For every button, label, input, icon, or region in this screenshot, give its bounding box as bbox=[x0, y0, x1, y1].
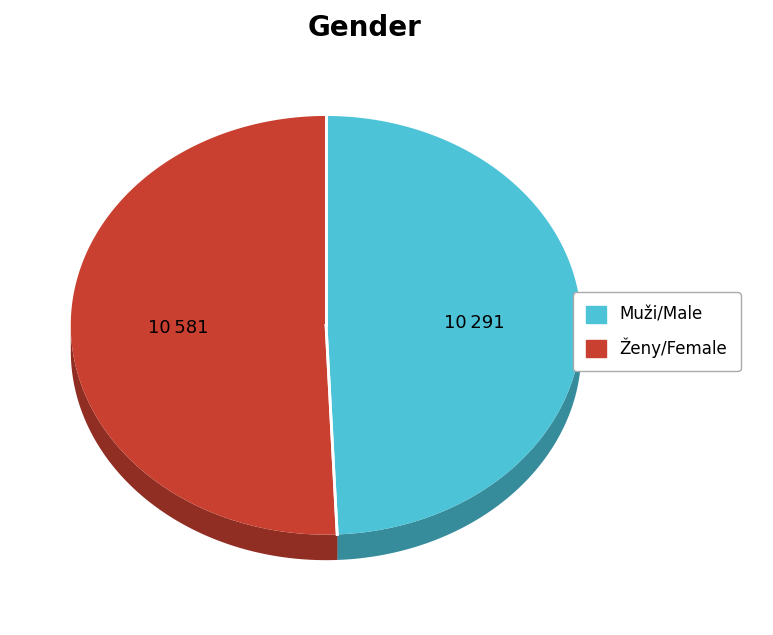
Polygon shape bbox=[337, 326, 581, 560]
Polygon shape bbox=[326, 325, 337, 560]
Legend: Muži/Male, Ženy/Female: Muži/Male, Ženy/Female bbox=[573, 292, 741, 371]
Title: Gender: Gender bbox=[308, 15, 421, 43]
Polygon shape bbox=[326, 116, 581, 535]
Polygon shape bbox=[71, 116, 337, 535]
Polygon shape bbox=[326, 325, 337, 560]
Text: 10 291: 10 291 bbox=[444, 314, 505, 331]
Polygon shape bbox=[71, 328, 337, 560]
Text: 10 581: 10 581 bbox=[148, 319, 208, 337]
